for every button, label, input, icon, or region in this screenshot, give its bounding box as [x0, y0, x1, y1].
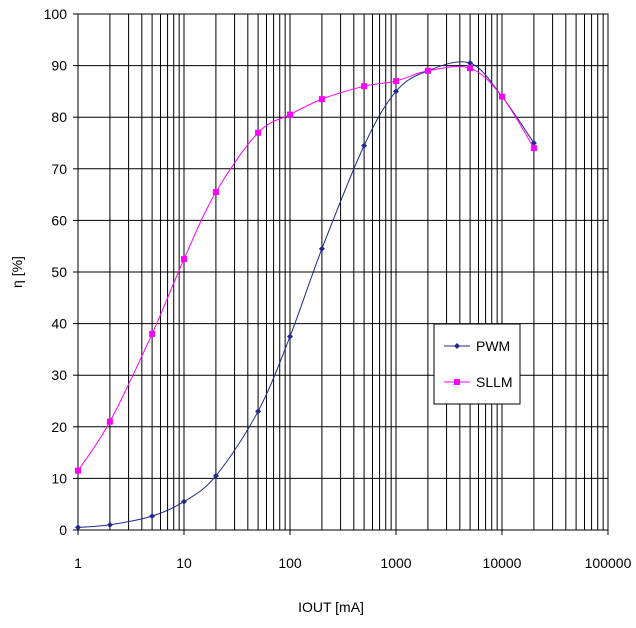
y-tick-label: 90	[51, 58, 67, 74]
legend-label-sllm: SLLM	[476, 374, 513, 390]
data-point-pwm	[181, 498, 187, 505]
y-tick-label: 100	[44, 6, 68, 22]
grid	[77, 13, 608, 531]
data-point-sllm	[106, 418, 113, 425]
data-point-sllm	[424, 67, 431, 74]
y-tick-label: 70	[51, 161, 67, 177]
data-point-sllm	[255, 129, 262, 136]
data-point-pwm	[106, 521, 113, 528]
x-axis-ticks: 1 10 100 1000 10000 100000	[74, 530, 632, 571]
series	[75, 60, 537, 531]
data-point-pwm	[318, 245, 325, 252]
x-tick-label: 10000	[483, 555, 522, 571]
data-point-pwm	[75, 524, 81, 531]
data-point-pwm	[287, 333, 293, 340]
legend-marker-sllm	[454, 379, 460, 385]
x-tick-label: 1	[74, 555, 82, 571]
data-point-sllm	[318, 96, 325, 103]
y-tick-label: 0	[59, 522, 67, 538]
x-tick-label: 10	[176, 555, 192, 571]
data-point-sllm	[181, 256, 187, 263]
legend: PWM SLLM	[433, 323, 521, 405]
y-tick-label: 10	[51, 470, 67, 486]
data-point-pwm	[530, 140, 537, 146]
data-point-pwm	[467, 60, 474, 67]
series-sllm	[75, 65, 537, 474]
data-point-sllm	[361, 83, 368, 90]
legend-box	[433, 323, 521, 405]
y-tick-label: 20	[51, 419, 67, 435]
data-point-pwm	[149, 513, 156, 520]
data-point-sllm	[212, 189, 219, 196]
data-point-sllm	[530, 145, 537, 152]
y-axis-ticks: 0 10 20 30 40 50 60 70 80 90 100	[44, 6, 78, 538]
x-axis-label: IOUT [mA]	[298, 599, 364, 615]
data-point-sllm	[287, 111, 293, 118]
x-tick-label: 1000	[380, 555, 411, 571]
y-tick-label: 80	[51, 109, 67, 125]
series-line-pwm	[77, 61, 535, 528]
y-tick-label: 60	[51, 212, 67, 228]
y-tick-label: 40	[51, 316, 67, 332]
y-axis-label: η [%]	[9, 256, 25, 288]
data-point-sllm	[467, 65, 474, 72]
legend-label-pwm: PWM	[476, 338, 510, 354]
data-point-pwm	[212, 472, 219, 479]
data-point-sllm	[393, 78, 399, 85]
data-point-sllm	[149, 330, 156, 337]
data-point-pwm	[393, 88, 399, 95]
x-tick-label: 100	[278, 555, 302, 571]
data-point-sllm	[499, 93, 505, 100]
legend-marker-pwm	[454, 343, 460, 349]
data-point-pwm	[361, 142, 368, 149]
x-tick-label: 100000	[585, 555, 632, 571]
data-point-sllm	[75, 467, 81, 474]
y-tick-label: 30	[51, 367, 67, 383]
data-point-pwm	[255, 408, 262, 415]
y-tick-label: 50	[51, 264, 67, 280]
